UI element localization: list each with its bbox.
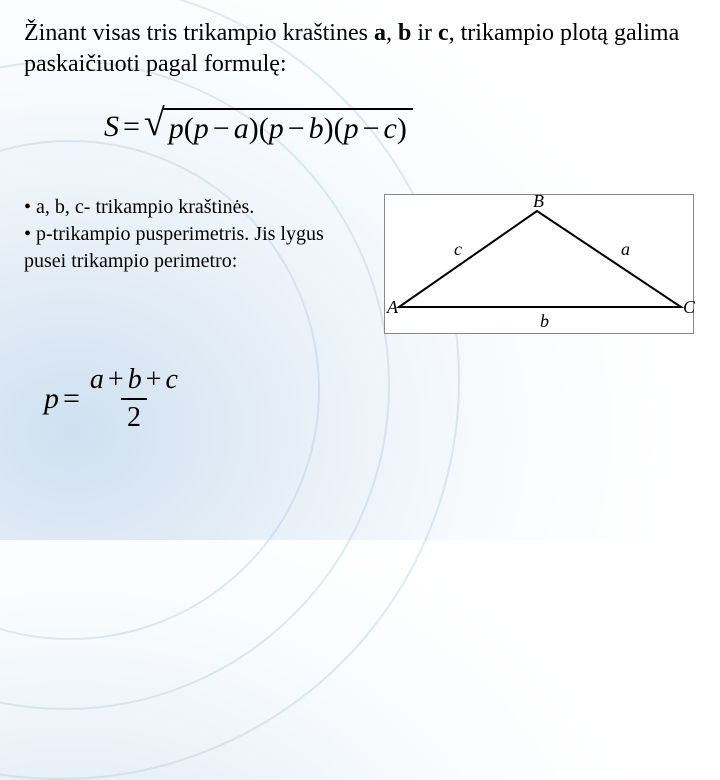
bullet-2: • p-trikampio pusperimetris. Jis lygus p… <box>24 221 364 275</box>
b2-rest: -trikampio pusperimetris. Jis lygus puse… <box>24 223 324 272</box>
intro-b: b <box>398 20 411 46</box>
intro-text: Žinant visas tris trikampio kraštines a,… <box>24 18 696 80</box>
semi-numerator: a+b+c <box>84 364 184 398</box>
side-a-label: a <box>621 239 630 259</box>
heron-p4: p <box>344 112 359 145</box>
semi-b: b <box>128 364 142 395</box>
heron-rp2: ) <box>324 112 334 145</box>
semi-p2: + <box>142 364 166 395</box>
heron-radicand: p(p−a)(p−b)(p−c) <box>163 108 413 146</box>
semi-c: c <box>166 364 178 395</box>
heron-p1: p <box>169 112 184 145</box>
heron-p2: p <box>194 112 209 145</box>
bullet-1: • a, b, c- trikampio kraštinės. <box>24 194 364 221</box>
heron-S: S <box>104 110 119 144</box>
semi-eq: = <box>59 382 84 416</box>
bullet-list: • a, b, c- trikampio kraštinės. • p-trik… <box>24 194 364 275</box>
semi-p: p <box>44 382 59 416</box>
intro-c: c <box>438 20 449 46</box>
vertex-b-label: B <box>533 195 544 211</box>
semi-denominator: 2 <box>121 398 147 434</box>
semi-a: a <box>90 364 104 395</box>
heron-m2: − <box>284 112 309 145</box>
triangle-diagram: A B C a b c <box>384 194 694 334</box>
heron-p3: p <box>269 112 284 145</box>
sqrt-icon: √ <box>144 108 165 146</box>
intro-sep1: , <box>386 20 398 46</box>
formula-semiperimeter: p = a+b+c 2 <box>44 364 696 434</box>
heron-m3: − <box>359 112 384 145</box>
b1-abc: a, b, c <box>36 196 84 218</box>
b2-prefix: • <box>24 223 36 245</box>
intro-part1: Žinant visas tris trikampio kraštines <box>24 20 374 46</box>
formula-heron: S = √ p(p−a)(p−b)(p−c) <box>104 108 696 146</box>
side-c-label: c <box>454 239 462 259</box>
b1-prefix: • <box>24 196 36 218</box>
vertex-a-label: A <box>386 297 399 317</box>
heron-lp3: ( <box>334 112 344 145</box>
b1-rest: - trikampio kraštinės. <box>84 196 255 218</box>
intro-sep2: ir <box>411 20 438 46</box>
heron-eq: = <box>119 110 144 144</box>
heron-c: c <box>384 112 397 145</box>
vertex-c-label: C <box>683 297 695 317</box>
triangle-shape <box>399 211 681 307</box>
heron-rp1: ) <box>249 112 259 145</box>
semi-p1: + <box>104 364 128 395</box>
heron-lp2: ( <box>259 112 269 145</box>
intro-a: a <box>374 20 386 46</box>
heron-b: b <box>309 112 324 145</box>
heron-lp1: ( <box>184 112 194 145</box>
heron-rp3: ) <box>397 112 407 145</box>
triangle-svg: A B C a b c <box>385 195 695 335</box>
b2-p: p <box>36 223 46 245</box>
heron-m1: − <box>209 112 234 145</box>
heron-a: a <box>234 112 249 145</box>
side-b-label: b <box>540 311 549 331</box>
heron-sqrt: √ p(p−a)(p−b)(p−c) <box>144 108 413 146</box>
semi-fraction: a+b+c 2 <box>84 364 184 434</box>
